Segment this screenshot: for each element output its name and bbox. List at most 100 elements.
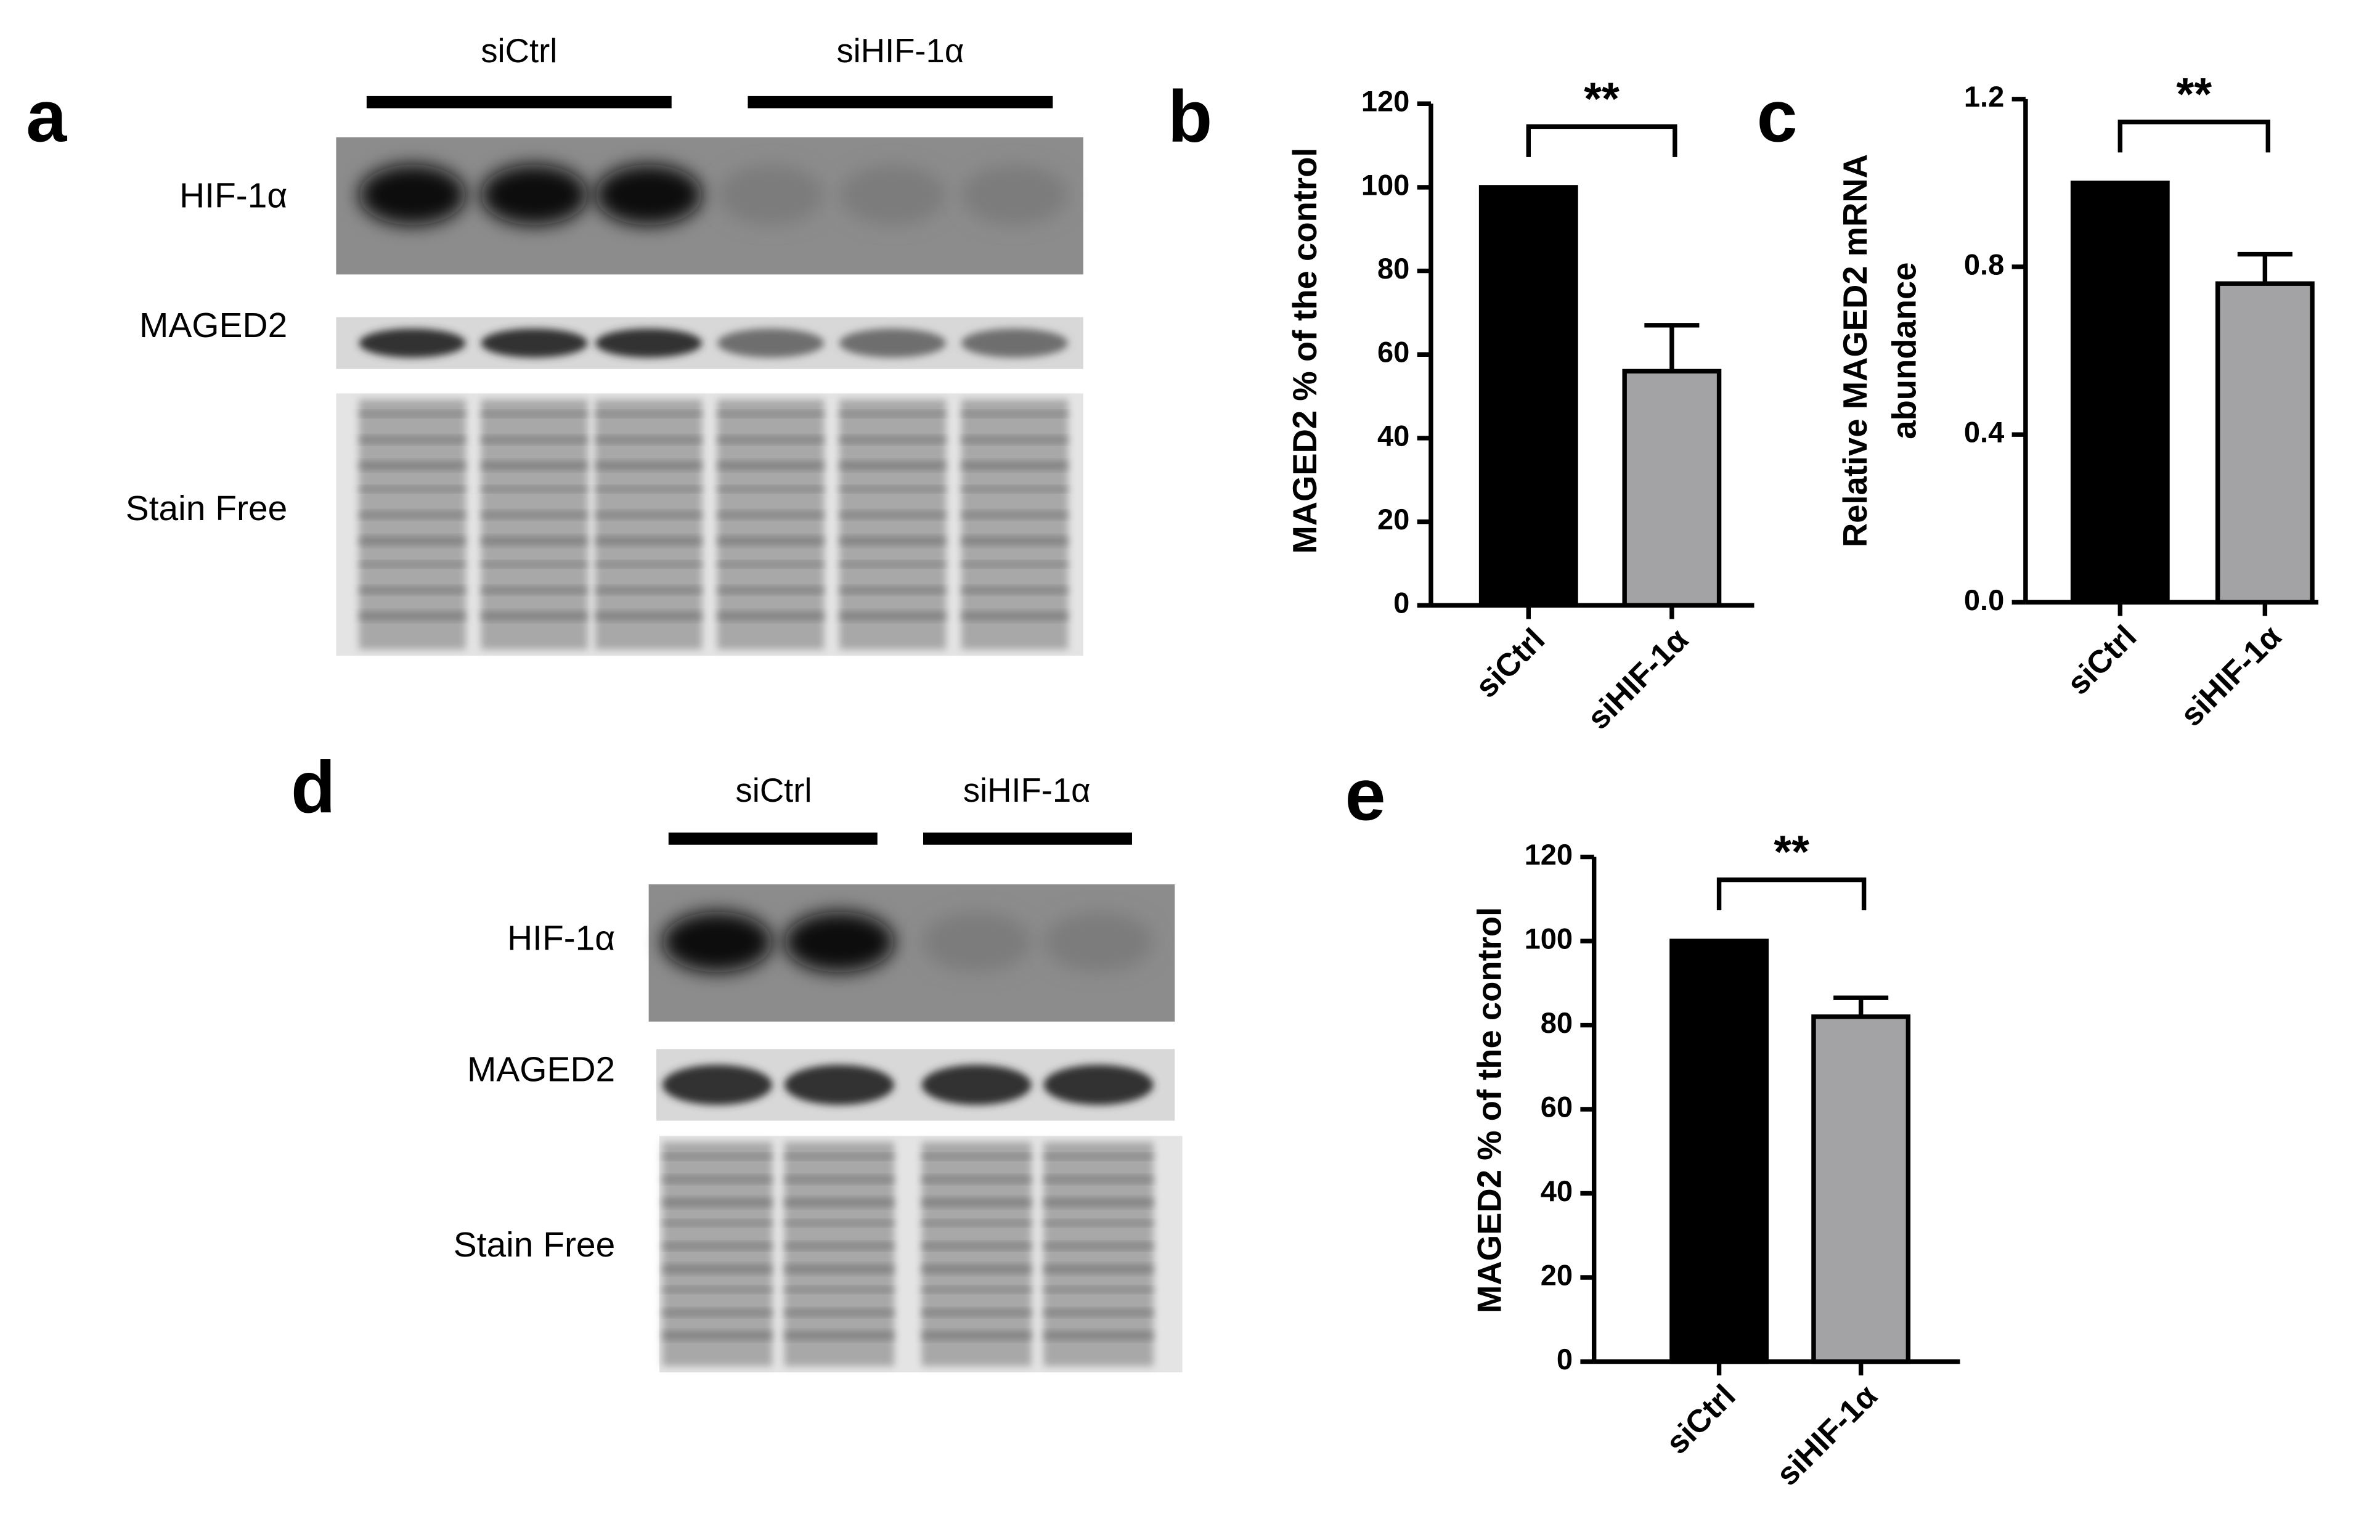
- blot-stripe: [839, 587, 947, 593]
- x-tick-label: siCtrl: [1469, 622, 1552, 705]
- blot-stripe: [839, 462, 947, 470]
- blot-stripe: [961, 436, 1069, 443]
- blot-stripe: [481, 537, 588, 545]
- row-label: MAGED2: [467, 1049, 615, 1089]
- blot-band: [961, 328, 1069, 358]
- bar: [1622, 369, 1722, 608]
- y-tick-label: 1.2: [1964, 80, 2004, 113]
- y-tick-label: 120: [1525, 838, 1573, 871]
- blot-stripe: [662, 1199, 773, 1207]
- group-label: siCtrl: [481, 32, 557, 70]
- row-label: HIF-1α: [507, 919, 615, 958]
- blot-stripe: [717, 487, 825, 492]
- blot-stripe: [1043, 1176, 1154, 1183]
- blot-stripe: [961, 412, 1069, 417]
- blot-band: [717, 328, 825, 358]
- blot-band: [481, 328, 588, 358]
- blot-band: [662, 1064, 773, 1105]
- blot-stripe: [595, 462, 703, 470]
- blot-stripe: [839, 436, 947, 443]
- y-tick-label: 0: [1393, 587, 1409, 619]
- blot-band: [481, 165, 588, 226]
- blot-stripe: [359, 487, 466, 492]
- blot-stripe: [784, 1310, 894, 1316]
- blot-stripe: [481, 511, 588, 518]
- blot-stripe: [961, 537, 1069, 545]
- y-axis-label: MAGED2 % of the control: [1470, 907, 1508, 1313]
- blot-stripe: [717, 436, 825, 443]
- blot-stripe: [662, 1287, 773, 1292]
- error-bar: [1833, 995, 1889, 1017]
- blot-stripe: [717, 412, 825, 417]
- blot-stripe: [662, 1243, 773, 1249]
- y-tick-label: 120: [1361, 85, 1409, 118]
- y-tick-label: 80: [1541, 1006, 1573, 1039]
- blot-stripe: [1043, 1332, 1154, 1340]
- x-tick-label: siHIF-1α: [2174, 619, 2288, 733]
- blot-stripe: [481, 587, 588, 593]
- blot-stripe: [481, 487, 588, 492]
- blot-stripe: [921, 1265, 1032, 1273]
- group-label: siHIF-1α: [836, 32, 964, 70]
- y-tick-label: 0.4: [1964, 416, 2004, 449]
- y-tick-label: 100: [1525, 922, 1573, 955]
- y-axis-label: MAGED2 % of the control: [1286, 148, 1324, 554]
- y-tick-label: 60: [1377, 336, 1409, 369]
- panel-label: c: [1757, 75, 1798, 157]
- blot-stripe: [839, 487, 947, 492]
- x-tick-label: siCtrl: [2060, 619, 2143, 702]
- blot-stripe: [1043, 1221, 1154, 1226]
- blot-band: [961, 165, 1069, 226]
- significance-label: **: [1584, 73, 1620, 124]
- error-bar: [1644, 323, 1700, 372]
- row-label: Stain Free: [126, 489, 287, 528]
- significance-bracket: [1716, 877, 1867, 911]
- row-label: MAGED2: [139, 306, 287, 345]
- blot-stripe: [595, 511, 703, 518]
- bar: [2070, 181, 2170, 605]
- y-tick-label: 80: [1377, 252, 1409, 285]
- blot-stripe: [784, 1265, 894, 1273]
- blot-band: [839, 165, 947, 226]
- blot-stripe: [921, 1221, 1032, 1226]
- blot-stripe: [717, 462, 825, 470]
- blot-stripe: [921, 1243, 1032, 1249]
- blot-stripe: [359, 412, 466, 417]
- y-tick-label: 40: [1377, 419, 1409, 452]
- blot-stripe: [839, 537, 947, 545]
- y-tick-label: 100: [1361, 168, 1409, 201]
- blot-stripe: [1043, 1199, 1154, 1207]
- blot-stripe: [662, 1310, 773, 1316]
- y-tick-label: 40: [1541, 1175, 1573, 1207]
- blot-band: [717, 165, 825, 226]
- blot-stripe: [481, 612, 588, 620]
- y-tick-label: 0.8: [1964, 248, 2004, 280]
- blot-stripe: [595, 487, 703, 492]
- group-label: siCtrl: [736, 772, 812, 809]
- blot-band: [1043, 911, 1154, 972]
- blot-stripe: [921, 1176, 1032, 1183]
- bar: [1669, 939, 1769, 1364]
- blot-stripe: [595, 537, 703, 545]
- group-label: siHIF-1α: [963, 772, 1091, 809]
- blot-stripe: [359, 511, 466, 518]
- panel-label: b: [1168, 75, 1213, 157]
- blot-band: [921, 911, 1032, 972]
- blot-stripe: [921, 1199, 1032, 1207]
- blot-stripe: [662, 1154, 773, 1159]
- blot-band: [359, 328, 466, 358]
- x-tick-label: siHIF-1α: [1770, 1378, 1885, 1493]
- blot-band: [921, 1064, 1032, 1105]
- blot-band: [595, 328, 703, 358]
- row-label: Stain Free: [454, 1225, 615, 1265]
- blot-stripe: [595, 587, 703, 593]
- blot-band: [662, 911, 773, 972]
- row-label: HIF-1α: [179, 176, 287, 216]
- blot-stripe: [1043, 1243, 1154, 1249]
- blot-band: [784, 911, 894, 972]
- blot-stripe: [481, 462, 588, 470]
- significance-bracket: [1526, 124, 1677, 157]
- blot-stripe: [359, 537, 466, 545]
